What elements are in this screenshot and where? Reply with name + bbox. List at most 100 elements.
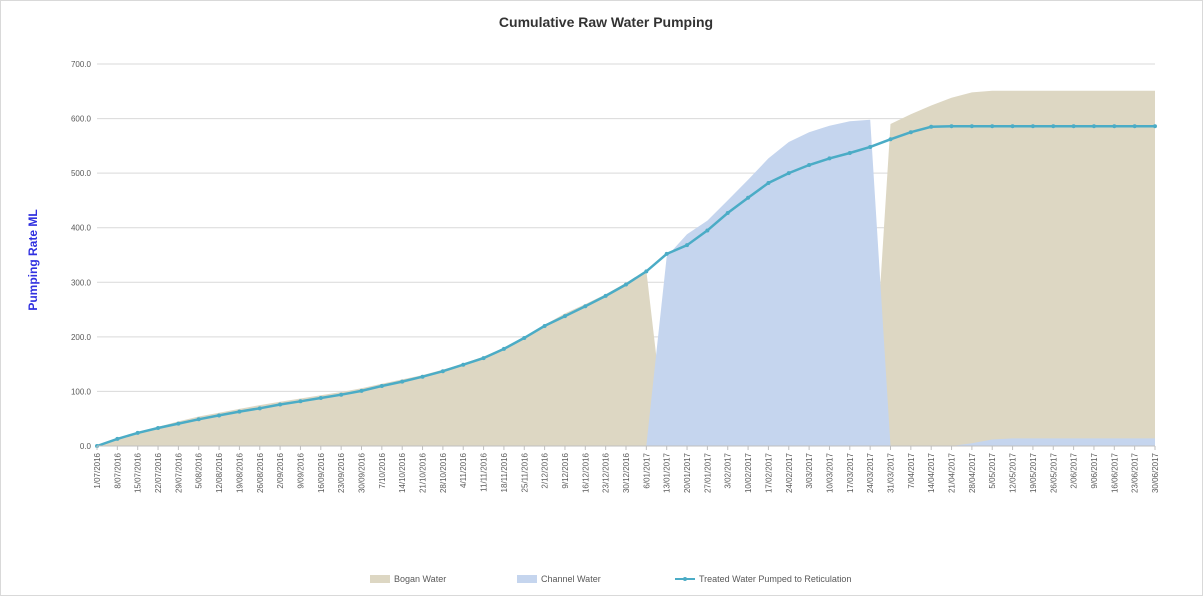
axes: 0.0 100.0 200.0 300.0 400.0 500.0 600.0 700.0 1/… [71,60,1160,493]
data-point [766,180,771,185]
x-tick-label: 20/01/2017 [683,452,692,493]
x-tick-label: 9/09/2016 [297,452,306,488]
legend-label: Bogan Water [394,574,446,584]
x-tick-label: 17/02/2017 [764,452,773,493]
x-tick-label: 26/05/2017 [1049,452,1058,493]
data-point [949,124,954,129]
x-tick-label: 8/07/2016 [113,452,122,488]
legend-label: Channel Water [541,574,601,584]
x-tick-label: 16/09/2016 [317,452,326,493]
data-point [237,409,242,414]
y-tick-label: 0.0 [80,442,92,451]
x-tick-label: 6/01/2017 [642,452,651,488]
data-point [847,150,852,155]
y-tick-label: 500.0 [71,169,92,178]
data-point [501,346,506,351]
data-point [196,417,201,422]
x-tick-label: 30/12/2016 [622,452,631,493]
data-point [176,421,181,426]
data-point [664,251,669,256]
x-tick-label: 23/06/2017 [1131,452,1140,493]
x-tick-label: 21/10/2016 [419,452,428,493]
y-tick-label: 300.0 [71,278,92,287]
data-point [481,356,486,361]
x-tick-label: 16/12/2016 [581,452,590,493]
line-series [95,124,1157,448]
data-point [420,374,425,379]
y-axis-label: Pumping Rate ML [26,209,40,310]
x-tick-label: 12/08/2016 [215,452,224,493]
data-point [685,243,690,248]
data-point [115,436,120,441]
data-point [1071,124,1076,129]
x-tick-label: 17/03/2017 [846,452,855,493]
data-point [644,269,649,274]
x-tick-label: 10/02/2017 [744,452,753,493]
data-point [278,402,283,407]
data-point [318,395,323,400]
data-point [461,362,466,367]
legend-swatch [517,575,537,583]
data-point [1132,124,1137,129]
x-tick-label: 28/10/2016 [439,452,448,493]
x-tick-label: 24/03/2017 [866,452,875,493]
x-tick-label: 2/12/2016 [541,452,550,488]
data-point [746,195,751,200]
x-tick-label: 31/03/2017 [887,452,896,493]
data-point [1112,124,1117,129]
y-tick-label: 100.0 [71,387,92,396]
data-point [1153,124,1157,129]
x-tick-label: 23/09/2016 [337,452,346,493]
x-tick-label: 7/10/2016 [378,452,387,488]
data-point [603,293,608,298]
x-tick-label: 21/04/2017 [948,452,957,493]
data-point [542,323,547,328]
data-point [400,379,405,384]
x-tick-label: 5/08/2016 [195,452,204,488]
data-point [359,388,364,393]
x-tick-label: 29/07/2016 [174,452,183,493]
data-point [868,144,873,149]
x-tick-label: 25/11/2016 [520,452,529,492]
data-point [440,369,445,374]
data-point [1091,124,1096,129]
x-tick-label: 3/02/2017 [724,452,733,488]
x-tick-label: 22/07/2016 [154,452,163,493]
legend-label: Treated Water Pumped to Reticulation [699,574,851,584]
data-point [786,171,791,176]
x-tick-label: 7/04/2017 [907,452,916,488]
x-tick-label: 5/05/2017 [988,452,997,488]
x-tick-label: 27/01/2017 [703,452,712,493]
data-point [990,124,995,129]
x-tick-label: 13/01/2017 [663,452,672,493]
data-point [298,399,303,404]
data-point [1010,124,1015,129]
x-tick-label: 14/10/2016 [398,452,407,493]
data-point [1051,124,1056,129]
chart-title: Cumulative Raw Water Pumping [499,14,713,30]
x-tick-label: 26/08/2016 [256,452,265,493]
y-tick-label: 600.0 [71,115,92,124]
x-tick-label: 14/04/2017 [927,452,936,493]
data-point [583,304,588,309]
data-point [888,137,893,142]
data-point [562,314,567,319]
data-point [379,383,384,388]
data-point [929,124,934,129]
x-tick-label: 19/05/2017 [1029,452,1038,493]
y-tick-label: 200.0 [71,333,92,342]
data-point [1030,124,1035,129]
legend-swatch [370,575,390,583]
data-point [339,392,344,397]
x-tick-label: 18/11/2016 [500,452,509,492]
x-tick-label: 1/07/2016 [93,452,102,488]
data-point [217,413,222,418]
x-tick-label: 11/11/2016 [480,452,489,491]
data-point [135,430,140,435]
x-tick-label: 10/03/2017 [826,452,835,493]
data-point [624,282,628,287]
data-point [969,124,974,129]
legend: Bogan Water Channel Water Treated Water Pu… [370,574,851,584]
data-point [522,335,527,340]
